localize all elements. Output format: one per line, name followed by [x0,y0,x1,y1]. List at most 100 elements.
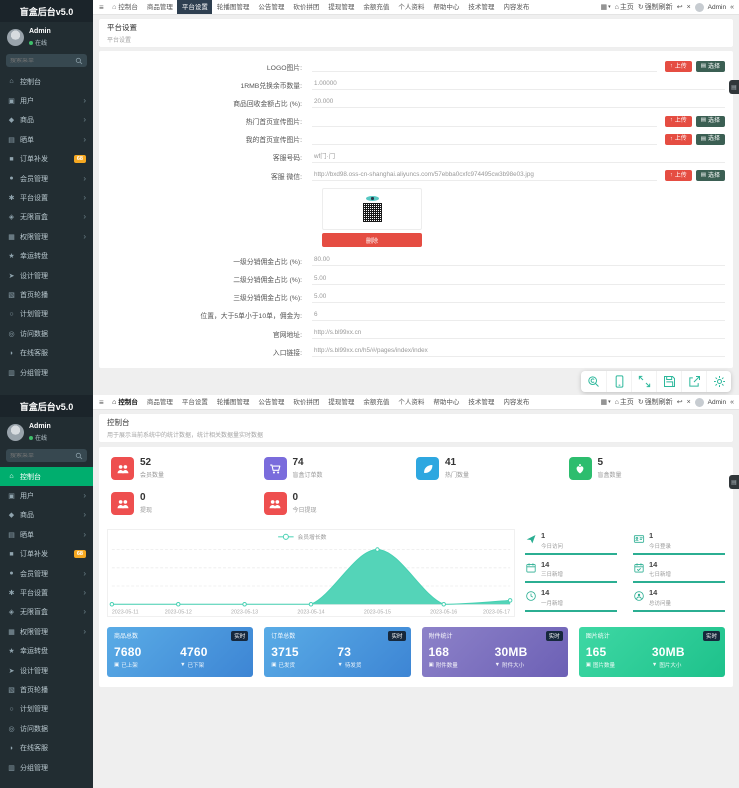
sidebar-item-5[interactable]: ● 会员管理 › [0,169,93,188]
back-icon[interactable]: ↩ [676,399,683,406]
home-link[interactable]: ⌂ 主页 [614,3,634,12]
side-panel-toggle[interactable]: ▤ [729,475,739,489]
search-input[interactable] [10,452,73,459]
sidebar-item-7[interactable]: ◈ 无限盲盒 › [0,208,93,227]
field-input[interactable]: 80.00 [312,255,725,267]
sidebar-item-3[interactable]: ▤ 晒单 › [0,130,93,149]
upload-button[interactable]: ↑ 上传 [665,115,692,127]
nav-tab-10[interactable]: 技术管理 [464,0,499,14]
choose-button[interactable]: ▤ 选择 [695,115,725,127]
nav-tab-6[interactable]: 提现管理 [324,0,359,14]
navbar-avatar[interactable] [694,2,704,12]
sidebar-item-1[interactable]: ▣ 用户 › [0,486,93,505]
sidebar-item-2[interactable]: ◆ 商品 › [0,506,93,525]
nav-tab-1[interactable]: 商品管理 [142,395,177,409]
sidebar-item-5[interactable]: ● 会员管理 › [0,564,93,583]
nav-tab-3[interactable]: 轮播图管理 [212,0,254,14]
sidebar-item-3[interactable]: ▤ 晒单 › [0,525,93,544]
back-icon[interactable]: ↩ [676,4,683,11]
search-icon[interactable] [75,452,83,460]
close-icon[interactable]: × [686,3,691,11]
sidebar-item-11[interactable]: ▧ 首页轮播 [0,680,93,699]
upload-button[interactable]: ↑ 上传 [665,133,692,145]
sidebar-item-0[interactable]: ⌂ 控制台 [0,72,93,91]
nav-tab-1[interactable]: 商品管理 [142,0,177,14]
field-input[interactable]: 5.00 [312,292,725,303]
nav-tab-2[interactable]: 平台设置 [177,0,213,14]
nav-tab-0[interactable]: ⌂ 控制台 [108,0,143,14]
grid-icon[interactable]: ▦ ▾ [600,399,611,406]
field-input[interactable]: wf门·门 [312,152,725,163]
menu-toggle-icon[interactable]: ≡ [99,398,104,407]
zoom-icon[interactable] [581,371,606,392]
field-input[interactable]: 6 [312,310,725,321]
sidebar-item-10[interactable]: ➤ 设计管理 [0,661,93,680]
field-input[interactable] [312,116,658,127]
sidebar-item-0[interactable]: ⌂ 控制台 [0,467,93,487]
nav-tab-3[interactable]: 轮播图管理 [212,395,254,409]
nav-tab-11[interactable]: 内容发布 [499,0,534,14]
navbar-avatar[interactable] [694,397,704,407]
side-panel-toggle[interactable]: ▤ [729,80,739,94]
nav-tab-4[interactable]: 公告管理 [254,0,289,14]
collapse-icon[interactable]: « [730,3,734,11]
admin-label[interactable]: Admin [707,3,727,11]
settings-icon[interactable] [706,371,731,392]
menu-toggle-icon[interactable]: ≡ [99,3,104,12]
sidebar-item-11[interactable]: ▧ 首页轮播 [0,285,93,304]
mobile-icon[interactable] [606,371,631,392]
nav-tab-10[interactable]: 技术管理 [464,395,499,409]
nav-tab-9[interactable]: 帮助中心 [429,395,464,409]
nav-tab-0[interactable]: ⌂ 控制台 [108,395,143,409]
sidebar-item-15[interactable]: ▥ 分组管理 [0,363,93,382]
sidebar-item-8[interactable]: ▦ 权限管理 › [0,622,93,641]
sidebar-item-4[interactable]: ■ 订单补发 68 [0,150,93,169]
close-icon[interactable]: × [686,398,691,406]
sidebar-item-15[interactable]: ▥ 分组管理 [0,758,93,777]
save-icon[interactable] [656,371,681,392]
sidebar-item-9[interactable]: ★ 幸运转盘 [0,247,93,266]
choose-button[interactable]: ▤ 选择 [695,61,725,72]
refresh-link[interactable]: ↻ 强制刷新 [637,4,673,11]
nav-tab-8[interactable]: 个人资料 [394,0,429,14]
search-input[interactable] [10,57,73,64]
sidebar-item-13[interactable]: ◎ 访问数据 [0,719,93,738]
nav-tab-9[interactable]: 帮助中心 [429,0,464,14]
field-input[interactable] [312,134,658,145]
field-input[interactable]: 5.00 [312,274,725,285]
sidebar-item-6[interactable]: ✱ 平台设置 › [0,188,93,207]
upload-button[interactable]: ↑ 上传 [665,61,692,72]
sidebar-item-6[interactable]: ✱ 平台设置 › [0,583,93,602]
field-input[interactable]: 1.00000 [312,79,725,91]
sidebar-item-12[interactable]: ○ 计划管理 [0,700,93,719]
field-input[interactable]: http://s.bl99xx.cn/h5/#/pages/index/inde… [312,346,725,358]
admin-label[interactable]: Admin [707,398,727,406]
nav-tab-11[interactable]: 内容发布 [499,395,534,409]
sidebar-item-7[interactable]: ◈ 无限盲盒 › [0,603,93,622]
field-input[interactable]: http://s.bl99xx.cn [312,328,725,340]
sidebar-item-14[interactable]: ◗ 在线客服 [0,738,93,757]
search-icon[interactable] [75,57,83,65]
sidebar-item-8[interactable]: ▦ 权限管理 › [0,227,93,246]
collapse-icon[interactable]: « [730,398,734,406]
sidebar-search[interactable] [6,54,87,67]
field-input[interactable]: 20.000 [312,97,725,109]
home-link[interactable]: ⌂ 主页 [614,398,634,407]
choose-button[interactable]: ▤ 选择 [695,170,725,182]
nav-tab-5[interactable]: 砍价拼团 [289,0,324,14]
share-icon[interactable] [681,371,706,392]
field-input[interactable]: http://bxd98.oss-cn-shanghai.aliyuncs.co… [312,170,658,182]
nav-tab-5[interactable]: 砍价拼团 [289,395,324,409]
upload-button[interactable]: ↑ 上传 [665,170,692,182]
fullscreen-icon[interactable] [631,371,656,392]
sidebar-item-10[interactable]: ➤ 设计管理 [0,266,93,285]
nav-tab-6[interactable]: 提现管理 [324,395,359,409]
nav-tab-4[interactable]: 公告管理 [254,395,289,409]
nav-tab-8[interactable]: 个人资料 [394,395,429,409]
sidebar-item-14[interactable]: ◗ 在线客服 [0,343,93,362]
nav-tab-2[interactable]: 平台设置 [177,395,212,409]
sidebar-search[interactable] [6,449,87,462]
choose-button[interactable]: ▤ 选择 [695,133,725,145]
sidebar-item-12[interactable]: ○ 计划管理 [0,305,93,324]
sidebar-item-9[interactable]: ★ 幸运转盘 [0,642,93,661]
